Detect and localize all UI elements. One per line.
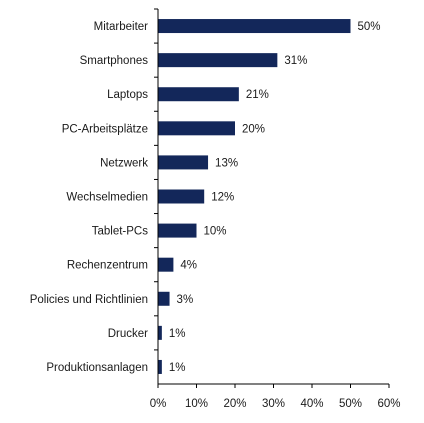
bar [158, 87, 239, 102]
value-label: 4% [180, 260, 197, 272]
category-label: Smartphones [80, 55, 149, 67]
bar [158, 359, 162, 374]
axes: 0% 10% 20% 30% 40% 50% 60% [150, 8, 401, 410]
value-label: 12% [211, 192, 234, 204]
value-label: 3% [177, 294, 194, 306]
category-label: Wechselmedien [66, 192, 148, 204]
value-label: 1% [169, 362, 186, 374]
category-labels: Mitarbeiter Smartphones Laptops PC-Arbeitsp… [30, 21, 149, 374]
category-label: Laptops [107, 89, 148, 101]
x-tick-label: 50% [339, 398, 362, 410]
bar [158, 53, 278, 68]
value-label: 20% [242, 123, 265, 135]
bar [158, 223, 197, 238]
x-tick-label: 10% [185, 398, 208, 410]
x-tick-label: 40% [300, 398, 323, 410]
value-label: 31% [284, 55, 307, 67]
bar [158, 325, 162, 340]
category-label: Netzwerk [100, 157, 148, 169]
x-tick-label: 60% [377, 398, 400, 410]
category-label: Produktionsanlagen [46, 362, 148, 374]
x-tick-label: 30% [262, 398, 285, 410]
value-labels: 50% 31% 21% 20% 13% 12% 10% 4% 3% 1% 1% [169, 21, 381, 374]
x-tick-label: 20% [223, 398, 246, 410]
category-label: Rechenzentrum [67, 260, 148, 272]
category-label: Tablet-PCs [92, 226, 148, 238]
category-label: Mitarbeiter [94, 21, 148, 33]
category-label: Policies und Richtlinien [30, 294, 148, 306]
category-label: PC-Arbeitsplätze [62, 123, 148, 135]
bar [158, 121, 235, 136]
x-tick-label: 0% [150, 398, 167, 410]
bar [158, 257, 174, 272]
value-label: 10% [204, 226, 227, 238]
value-label: 13% [215, 157, 238, 169]
bar [158, 291, 170, 306]
value-label: 21% [246, 89, 269, 101]
bars-layer [158, 19, 351, 374]
category-label: Drucker [108, 328, 148, 340]
bar [158, 189, 205, 204]
value-label: 1% [169, 328, 186, 340]
bar [158, 155, 209, 170]
bar [158, 19, 351, 34]
value-label: 50% [358, 21, 381, 33]
